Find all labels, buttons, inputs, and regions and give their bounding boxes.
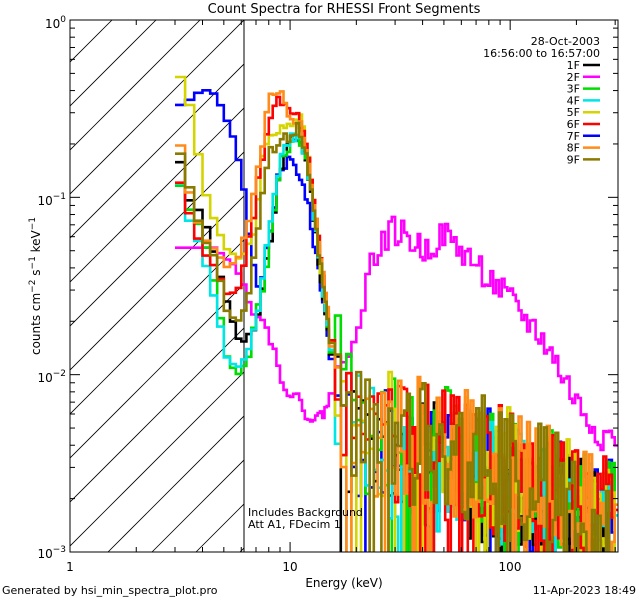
chart-title: Count Spectra for RHESSI Front Segments — [208, 2, 481, 17]
hatch-line — [70, 371, 244, 547]
plot-frame — [69, 19, 619, 553]
hatch-line — [70, 283, 244, 459]
y-tick-label-0.001: 10−3 — [37, 545, 66, 561]
time-range-label: 16:56:00 to 16:57:00 — [483, 47, 600, 60]
hatch-line — [70, 20, 244, 195]
hatch-line — [107, 415, 244, 552]
timestamp-label: 11-Apr-2023 18:49 — [533, 584, 636, 597]
legend-label-3F: 3F — [567, 83, 580, 96]
hatch-line — [0, 0, 88, 600]
annotation-attenuator: Att A1, FDecim 1 — [248, 518, 341, 531]
annotation-background: Includes Background — [248, 506, 363, 519]
series-line-9F — [175, 121, 611, 552]
y-tick-label-0.1: 10−1 — [37, 192, 66, 208]
series-line-2F — [175, 215, 618, 452]
hatch-line — [70, 20, 157, 107]
legend-label-7F: 7F — [567, 130, 580, 143]
legend-label-8F: 8F — [567, 142, 580, 155]
legend-label-1F: 1F — [567, 59, 580, 72]
x-tick-label-10: 10 — [282, 560, 297, 574]
legend-label-5F: 5F — [567, 106, 580, 119]
generated-by-label: Generated by hsi_min_spectra_plot.pro — [2, 584, 218, 597]
x-tick-label-100: 100 — [499, 560, 522, 574]
hatch-line — [70, 327, 244, 503]
hatch-line — [70, 20, 113, 63]
y-tick-label-0.01: 10−2 — [37, 369, 66, 385]
series-group — [175, 75, 618, 552]
x-tick-label-1: 1 — [66, 560, 74, 574]
hatch-line — [70, 20, 201, 151]
legend-label-9F: 9F — [567, 153, 580, 166]
y-tick-label-1: 100 — [45, 15, 66, 31]
legend-label-6F: 6F — [567, 118, 580, 131]
x-axis-label: Energy (keV) — [305, 576, 382, 590]
y-axis-label: counts cm−2 s−1 keV−1 — [28, 217, 43, 355]
date-label: 28-Oct-2003 — [531, 35, 600, 48]
axis-ticks — [69, 20, 618, 553]
legend-label-2F: 2F — [567, 71, 580, 84]
hatch-line — [70, 151, 244, 327]
hatch-line — [151, 459, 244, 552]
hatch-line — [70, 239, 244, 415]
hatch-line — [70, 63, 244, 239]
hatch-line — [70, 195, 244, 371]
legend-label-4F: 4F — [567, 94, 580, 107]
